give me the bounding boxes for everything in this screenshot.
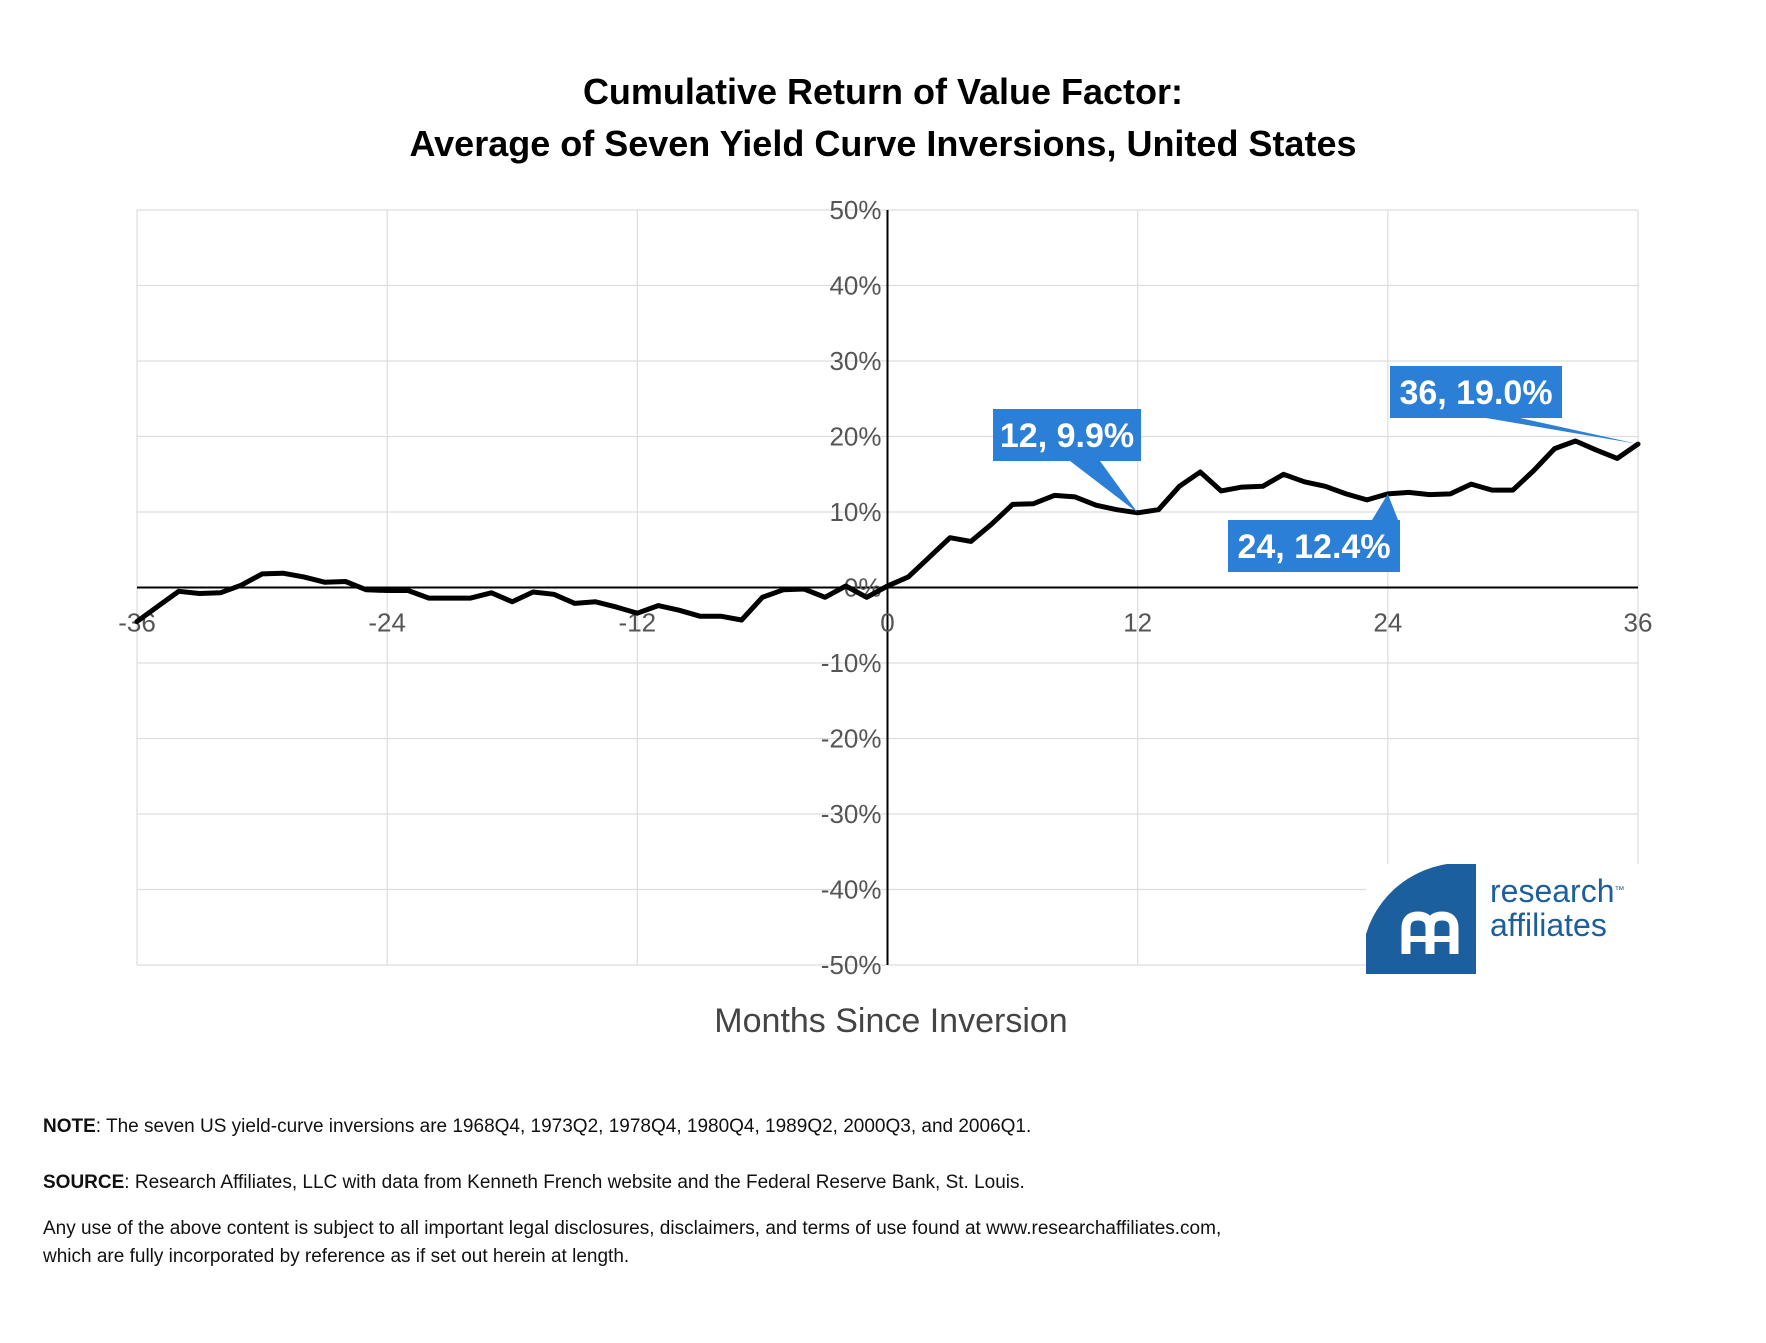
logo-line-1: research	[1490, 873, 1615, 909]
callout-3: 36, 19.0%	[1390, 366, 1638, 445]
research-affiliates-logo: research™ affiliates	[1366, 864, 1671, 974]
callout-pointer	[1486, 418, 1638, 445]
y-tick-label: -30%	[821, 799, 882, 829]
callout-1: 12, 9.9%	[993, 409, 1141, 513]
source-footnote: SOURCE: Research Affiliates, LLC with da…	[43, 1169, 1025, 1197]
x-tick-label: 0	[880, 608, 894, 638]
callout-box	[1228, 520, 1400, 572]
note-label: NOTE	[43, 1116, 96, 1137]
logo-mark-icon	[1366, 864, 1476, 974]
chart-title-line-2: Average of Seven Yield Curve Inversions,…	[409, 123, 1357, 164]
callouts: 12, 9.9% 24, 12.4% 36, 19.0%	[993, 366, 1638, 572]
x-tick-label: 36	[1624, 608, 1653, 638]
y-tick-label: 40%	[829, 271, 881, 301]
trademark-symbol: ™	[1614, 885, 1625, 896]
callout-box	[993, 409, 1141, 461]
source-text: : Research Affiliates, LLC with data fro…	[124, 1172, 1025, 1193]
chart-title: Cumulative Return of Value Factor: Avera…	[0, 66, 1766, 170]
y-tick-label: -20%	[821, 724, 882, 754]
chart-title-line-1: Cumulative Return of Value Factor:	[582, 71, 1184, 112]
callout-label: 24, 12.4%	[1237, 528, 1390, 566]
note-text: : The seven US yield-curve inversions ar…	[95, 1116, 1032, 1137]
callout-box	[1390, 366, 1562, 418]
y-tick-label: -40%	[821, 875, 882, 905]
x-tick-label: 12	[1123, 608, 1152, 638]
y-tick-label: 50%	[829, 195, 881, 225]
tick-labels: 50%40%30%20%10%0%-10%-20%-30%-40%-50%-36…	[118, 195, 1652, 980]
logo-line-2: affiliates	[1490, 907, 1607, 943]
note-footnote: NOTE: The seven US yield-curve inversion…	[43, 1113, 1031, 1141]
x-tick-label: -24	[368, 608, 406, 638]
series-line	[134, 438, 1641, 624]
callout-label: 36, 19.0%	[1399, 374, 1552, 412]
callout-pointer	[1070, 461, 1138, 513]
x-axis-label: Months Since Inversion	[714, 1002, 1068, 1040]
x-tick-label: 24	[1373, 608, 1402, 638]
y-tick-label: 10%	[829, 497, 881, 527]
y-tick-label: -50%	[821, 950, 882, 980]
logo-wordmark: research™ affiliates	[1490, 874, 1625, 942]
callout-label: 12, 9.9%	[1000, 417, 1134, 455]
callout-2: 24, 12.4%	[1228, 493, 1400, 572]
disclaimer-line-1: Any use of the above content is subject …	[43, 1218, 1222, 1239]
source-label: SOURCE	[43, 1172, 125, 1193]
y-tick-label: 30%	[829, 346, 881, 376]
disclaimer: Any use of the above content is subject …	[43, 1215, 1221, 1271]
series	[134, 438, 1641, 624]
y-tick-label: -10%	[821, 648, 882, 678]
y-tick-label: 20%	[829, 422, 881, 452]
callout-pointer	[1372, 493, 1398, 520]
disclaimer-line-2: which are fully incorporated by referenc…	[43, 1246, 630, 1267]
